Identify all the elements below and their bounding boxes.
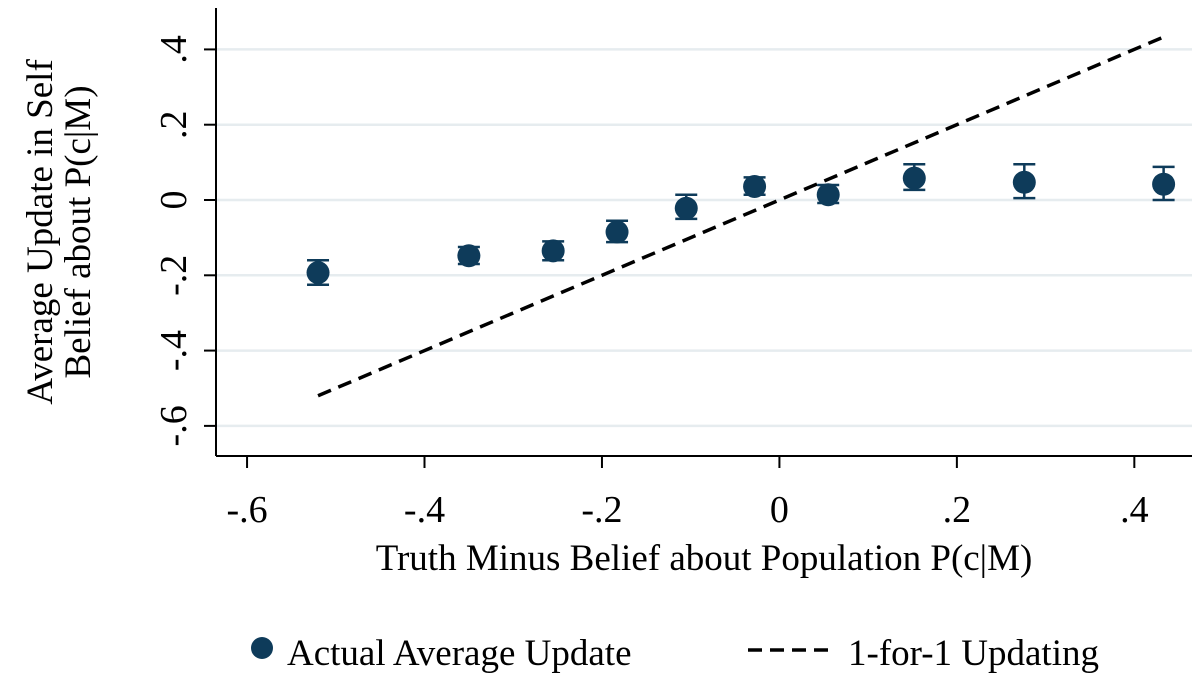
point-marker-6 — [816, 183, 840, 207]
data-point-5 — [743, 174, 767, 198]
x-tick-label-1: -.4 — [404, 489, 445, 531]
data-point-9 — [1152, 165, 1176, 202]
x-tick-label-2: -.2 — [581, 489, 622, 531]
x-tick-label-0: -.6 — [226, 489, 267, 531]
point-marker-8 — [1012, 170, 1036, 194]
point-marker-7 — [902, 166, 926, 190]
legend-label-actual: Actual Average Update — [287, 633, 632, 674]
data-point-0 — [306, 258, 330, 286]
one-for-one-line — [317, 35, 1165, 398]
one-for-one-dashed-line — [317, 35, 1165, 398]
y-tick-label-3: 0 — [153, 191, 195, 210]
point-marker-0 — [306, 261, 330, 285]
y-tick-label-4: .2 — [153, 110, 195, 138]
data-points — [306, 162, 1176, 286]
x-tick-label-4: .2 — [943, 489, 972, 531]
x-ticks: -.6 -.4 -.2 0 .2 .4 — [226, 456, 1149, 531]
y-tick-label-5: .4 — [153, 35, 195, 64]
x-tick-label-5: .4 — [1120, 489, 1149, 531]
data-point-6 — [816, 183, 840, 207]
y-tick-label-2: -.2 — [153, 255, 195, 296]
legend-marker-dot — [251, 637, 273, 659]
data-point-8 — [1012, 162, 1036, 200]
point-marker-4 — [674, 196, 698, 220]
data-point-2 — [541, 239, 565, 263]
point-marker-2 — [541, 239, 565, 263]
y-ticks: -.6 -.4 -.2 0 .2 .4 — [153, 35, 216, 446]
y-axis-title: Average Update in Self Belief about P(c|… — [20, 59, 99, 405]
data-point-3 — [605, 219, 629, 244]
point-marker-1 — [457, 244, 481, 268]
gridlines — [216, 48, 1192, 428]
x-tick-label-3: 0 — [770, 489, 789, 531]
point-marker-9 — [1152, 172, 1176, 196]
point-marker-3 — [605, 220, 629, 244]
axes — [215, 8, 1192, 457]
legend: Actual Average Update 1-for-1 Updating — [251, 633, 1099, 674]
x-axis-title: Truth Minus Belief about Population P(c|… — [376, 538, 1033, 579]
y-tick-label-0: -.6 — [153, 405, 195, 446]
data-point-1 — [457, 244, 481, 268]
data-point-7 — [902, 162, 926, 192]
y-axis-title-line-1: Average Update in Self — [20, 59, 61, 405]
data-point-4 — [674, 193, 698, 221]
y-tick-label-1: -.4 — [153, 330, 195, 371]
y-axis-title-line-2: Belief about P(c|M) — [58, 85, 99, 378]
legend-label-one-for-one: 1-for-1 Updating — [848, 633, 1099, 674]
point-marker-5 — [743, 174, 767, 198]
